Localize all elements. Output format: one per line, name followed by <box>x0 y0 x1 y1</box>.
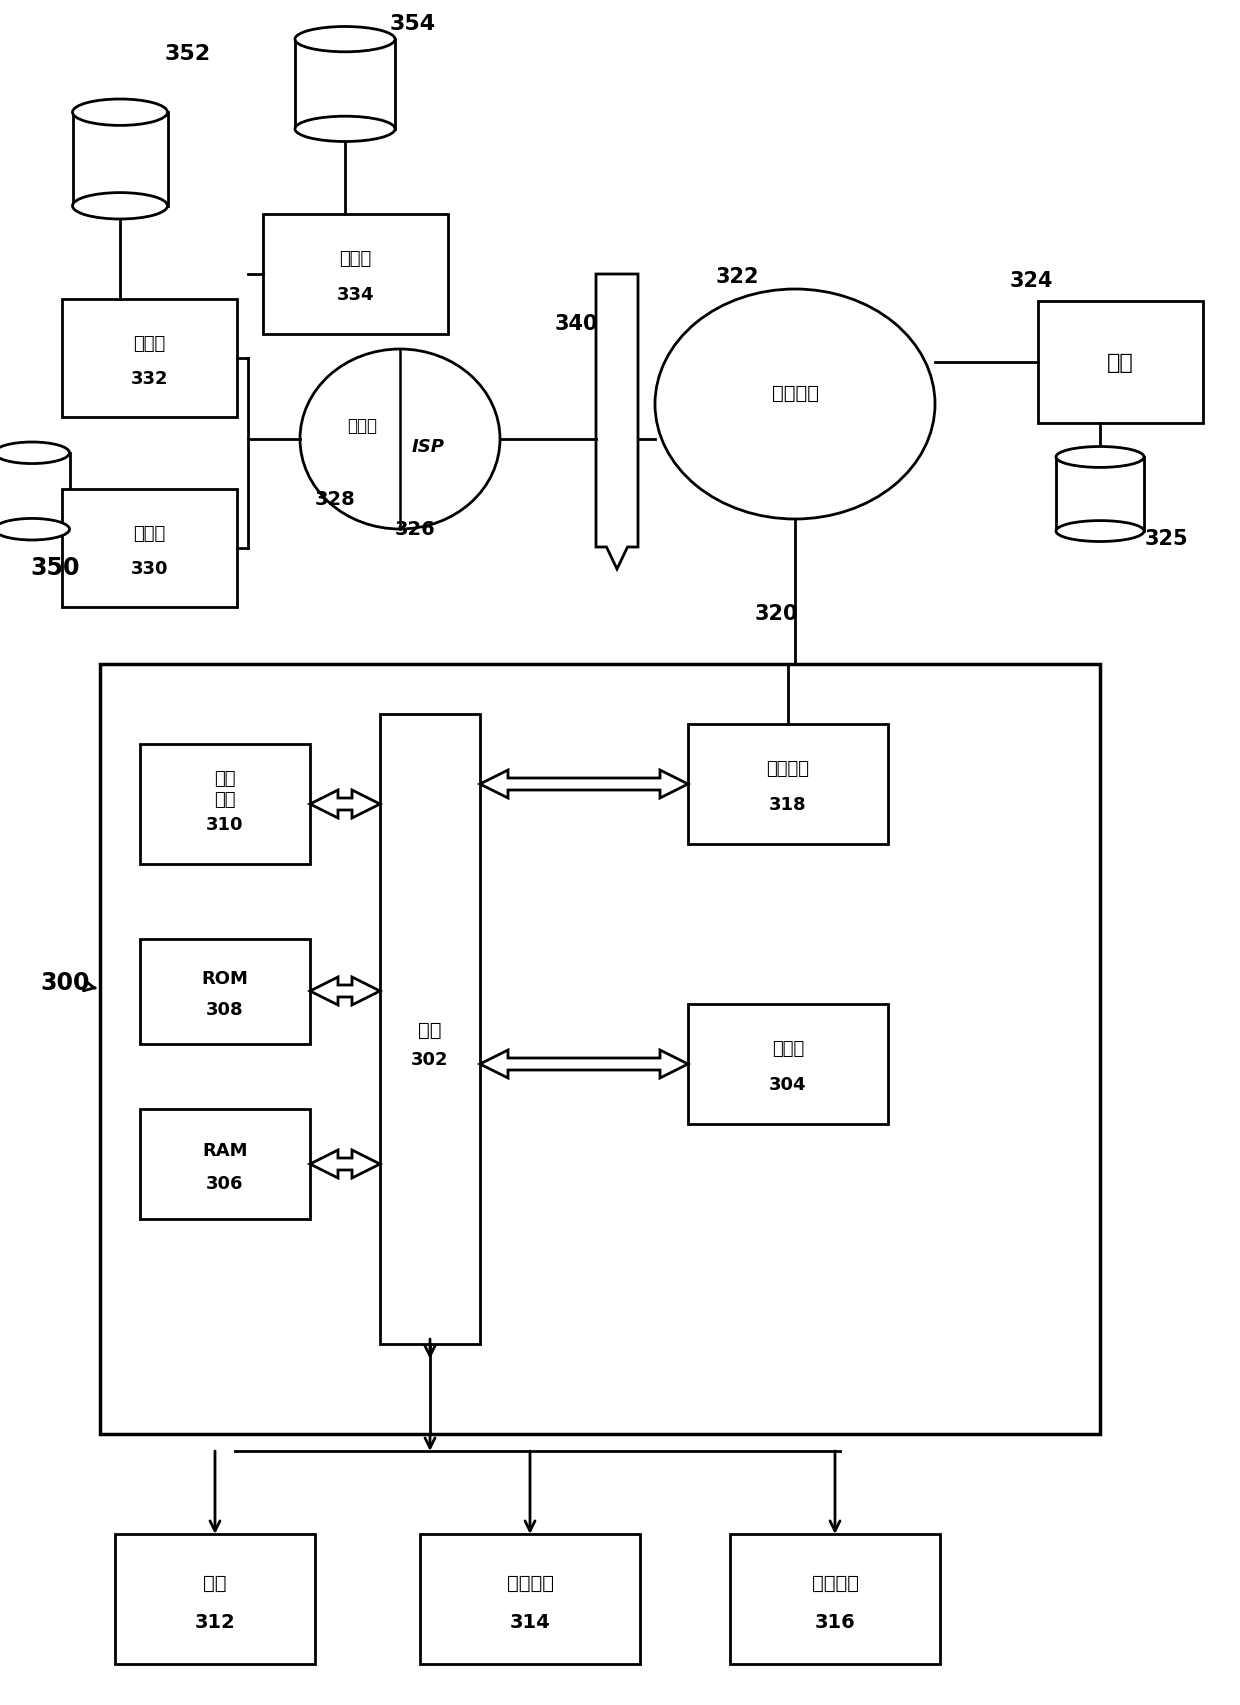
Bar <box>0 454 69 530</box>
Text: ISP: ISP <box>412 438 444 455</box>
Bar <box>1038 302 1203 425</box>
Text: 因特网: 因特网 <box>347 418 377 435</box>
Ellipse shape <box>1056 522 1145 542</box>
Bar <box>115 1534 315 1664</box>
Polygon shape <box>480 1050 688 1078</box>
Bar <box>730 1534 940 1664</box>
Polygon shape <box>480 771 688 798</box>
Bar <box>688 725 888 844</box>
Bar <box>140 745 310 864</box>
Bar <box>140 1110 310 1219</box>
Ellipse shape <box>0 443 69 464</box>
Text: 308: 308 <box>206 1001 244 1020</box>
Text: 325: 325 <box>1145 529 1189 549</box>
Text: 334: 334 <box>337 286 374 303</box>
Text: 显示: 显示 <box>203 1572 227 1592</box>
Bar <box>420 1534 640 1664</box>
Bar <box>263 215 448 334</box>
Text: 304: 304 <box>769 1076 807 1095</box>
Text: 310: 310 <box>206 817 244 834</box>
Text: 330: 330 <box>130 559 169 578</box>
Text: 通信接口: 通信接口 <box>766 760 810 777</box>
Text: 318: 318 <box>769 796 807 813</box>
Bar <box>62 300 237 418</box>
Ellipse shape <box>72 101 167 126</box>
Text: 光标控制: 光标控制 <box>811 1572 858 1592</box>
Text: RAM: RAM <box>202 1141 248 1159</box>
Ellipse shape <box>655 290 935 520</box>
Bar <box>1056 457 1145 532</box>
Bar <box>295 41 396 130</box>
Ellipse shape <box>72 193 167 220</box>
Text: 320: 320 <box>755 604 799 624</box>
Text: 总线: 总线 <box>418 1020 441 1038</box>
Text: 312: 312 <box>195 1611 236 1630</box>
Ellipse shape <box>1056 447 1145 469</box>
Text: 324: 324 <box>1011 271 1054 292</box>
Bar <box>100 665 1100 1434</box>
Text: 340: 340 <box>556 314 599 334</box>
Text: 326: 326 <box>396 520 435 539</box>
Text: 328: 328 <box>315 489 356 508</box>
Text: 服务器: 服务器 <box>134 334 166 353</box>
Ellipse shape <box>295 27 396 53</box>
Text: 服务器: 服务器 <box>134 525 166 542</box>
Text: 322: 322 <box>715 268 759 286</box>
Bar <box>379 714 480 1344</box>
Ellipse shape <box>0 518 69 540</box>
Text: 316: 316 <box>815 1611 856 1630</box>
Text: 存储
设备: 存储 设备 <box>215 769 236 808</box>
Text: 300: 300 <box>40 970 95 994</box>
Text: ROM: ROM <box>202 968 248 987</box>
Polygon shape <box>596 275 639 569</box>
Ellipse shape <box>300 350 500 530</box>
Bar <box>688 1004 888 1124</box>
Text: 服务器: 服务器 <box>340 251 372 268</box>
Bar <box>72 113 167 206</box>
Text: 302: 302 <box>412 1050 449 1069</box>
Ellipse shape <box>295 118 396 143</box>
Bar <box>62 489 237 607</box>
Text: 350: 350 <box>30 556 79 580</box>
Polygon shape <box>310 791 379 818</box>
Text: 354: 354 <box>391 14 436 34</box>
Text: 352: 352 <box>165 44 211 65</box>
Text: 输入设备: 输入设备 <box>506 1572 553 1592</box>
Polygon shape <box>310 1151 379 1178</box>
Text: 处理器: 处理器 <box>771 1040 804 1057</box>
Polygon shape <box>310 977 379 1006</box>
Bar <box>140 939 310 1045</box>
Text: 本地网络: 本地网络 <box>771 384 818 402</box>
Text: 主机: 主机 <box>1107 353 1133 373</box>
Text: 306: 306 <box>206 1175 244 1192</box>
Text: 332: 332 <box>130 370 169 387</box>
Text: 314: 314 <box>510 1611 551 1630</box>
